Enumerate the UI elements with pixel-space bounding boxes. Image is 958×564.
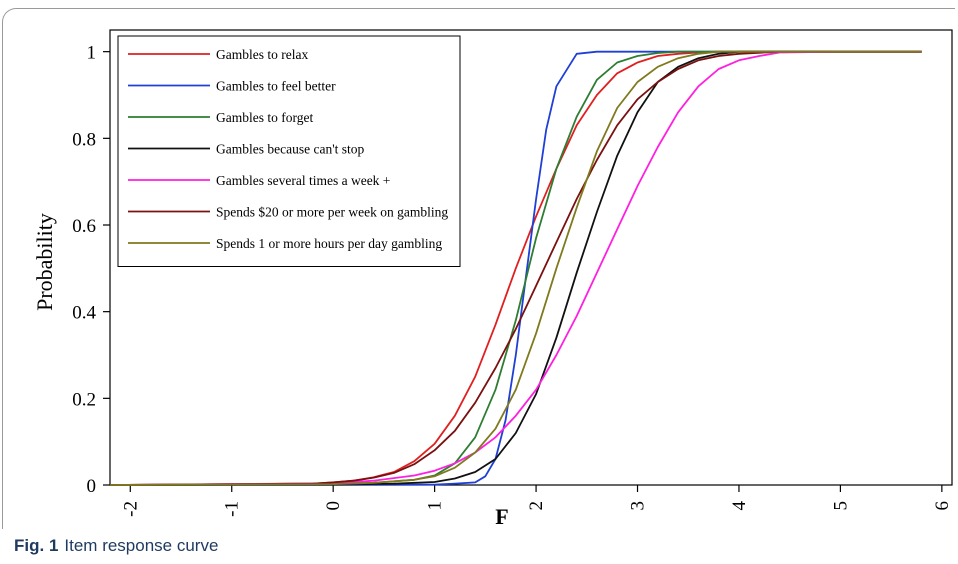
series-line (109, 50, 922, 486)
legend-label: Spends 1 or more hours per day gambling (216, 236, 442, 251)
x-axis: -2 -1 0 1 2 3 4 5 6 (120, 485, 953, 517)
series-line (109, 50, 922, 486)
series-line (109, 50, 922, 486)
y-tick-label: 0.2 (72, 389, 96, 410)
figure-frame (2, 8, 955, 529)
x-tick-label: 0 (323, 501, 344, 511)
y-tick-label: 0.8 (72, 129, 96, 150)
x-tick-label: -1 (222, 501, 243, 517)
legend-label: Spends $20 or more per week on gambling (216, 205, 448, 220)
caption-text: Item response curve (64, 536, 219, 555)
y-tick-label: 0 (87, 476, 97, 497)
y-tick-label: 1 (87, 43, 97, 64)
legend-box (117, 35, 461, 267)
x-tick-label: -2 (120, 501, 141, 517)
series-lines (109, 50, 922, 486)
plot-border (109, 29, 953, 486)
x-tick-label: 1 (425, 501, 446, 511)
x-tick-label: 6 (932, 501, 953, 511)
caption-label: Fig. 1 (14, 536, 59, 555)
legend-label: Gambles to forget (216, 110, 313, 125)
y-tick-label: 0.6 (72, 216, 96, 237)
y-axis-label: Probability (32, 213, 57, 311)
legend-label: Gambles to relax (216, 47, 308, 62)
y-tick-label: 0.4 (72, 303, 96, 324)
item-response-chart: 0 0.2 0.4 0.6 0.8 1 -2 -1 0 1 2 3 4 5 6 Gambles to re… (32, 29, 953, 529)
series-line (109, 50, 922, 486)
x-tick-label: 3 (628, 501, 649, 511)
series-line (109, 50, 922, 486)
y-axis: 0 0.2 0.4 0.6 0.8 1 (72, 43, 110, 497)
x-tick-label: 4 (729, 501, 750, 511)
legend-label: Gambles several times a week + (216, 173, 390, 188)
x-axis-label: F (495, 504, 508, 529)
figure-caption: Fig. 1 Item response curve (14, 536, 218, 556)
legend-label: Gambles because can't stop (216, 142, 365, 157)
legend: Gambles to relax Gambles to feel better Ga… (117, 35, 461, 267)
x-tick-label: 5 (830, 501, 851, 511)
legend-label: Gambles to feel better (216, 79, 336, 94)
x-tick-label: 2 (526, 501, 547, 511)
plot-area (109, 29, 953, 486)
